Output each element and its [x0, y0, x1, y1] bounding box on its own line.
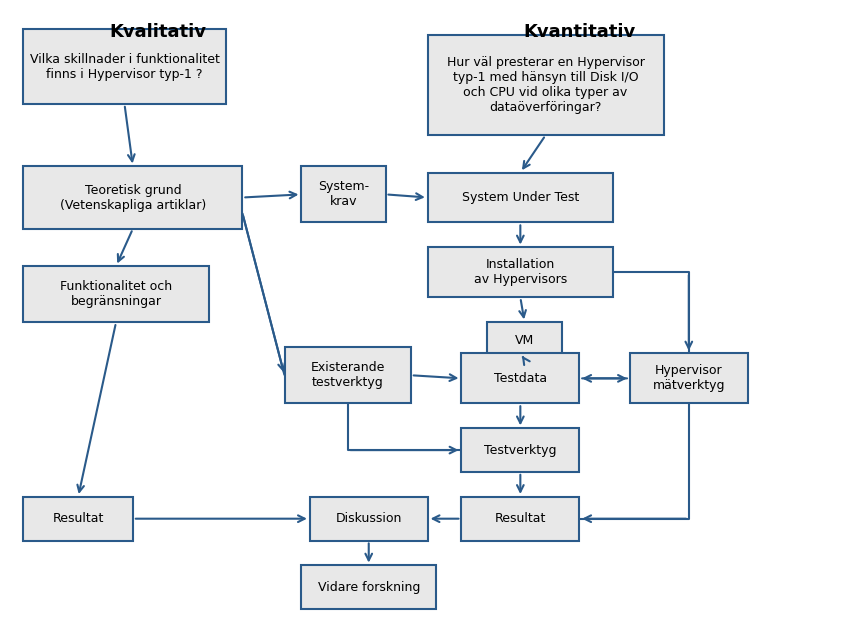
FancyBboxPatch shape: [461, 353, 579, 403]
Text: Existerande
testverktyg: Existerande testverktyg: [310, 362, 384, 389]
FancyBboxPatch shape: [301, 566, 435, 609]
FancyBboxPatch shape: [285, 347, 411, 403]
Text: Hur väl presterar en Hypervisor
typ-1 med hänsyn till Disk I/O
och CPU vid olika: Hur väl presterar en Hypervisor typ-1 me…: [446, 56, 644, 114]
Text: System-
krav: System- krav: [318, 180, 369, 209]
Text: Resultat: Resultat: [53, 512, 104, 525]
Text: Testdata: Testdata: [493, 372, 546, 385]
FancyBboxPatch shape: [23, 266, 209, 322]
Text: Diskussion: Diskussion: [335, 512, 401, 525]
FancyBboxPatch shape: [461, 497, 579, 540]
FancyBboxPatch shape: [23, 29, 225, 104]
Text: Funktionalitet och
begränsningar: Funktionalitet och begränsningar: [60, 280, 172, 308]
Text: Resultat: Resultat: [494, 512, 545, 525]
FancyBboxPatch shape: [427, 35, 663, 135]
Text: Kvantitativ: Kvantitativ: [522, 23, 635, 41]
Text: Installation
av Hypervisors: Installation av Hypervisors: [473, 258, 567, 286]
FancyBboxPatch shape: [629, 353, 747, 403]
FancyBboxPatch shape: [23, 166, 242, 229]
Text: Testverktyg: Testverktyg: [484, 444, 556, 456]
FancyBboxPatch shape: [301, 166, 385, 222]
FancyBboxPatch shape: [427, 247, 613, 297]
FancyBboxPatch shape: [309, 497, 427, 540]
Text: Hypervisor
mätverktyg: Hypervisor mätverktyg: [652, 365, 724, 392]
Text: Kvalitativ: Kvalitativ: [110, 23, 206, 41]
Text: VM: VM: [515, 334, 533, 348]
Text: System Under Test: System Under Test: [461, 191, 579, 204]
Text: Vidare forskning: Vidare forskning: [317, 581, 419, 594]
FancyBboxPatch shape: [427, 173, 613, 222]
Text: Vilka skillnader i funktionalitet
finns i Hypervisor typ-1 ?: Vilka skillnader i funktionalitet finns …: [30, 52, 219, 80]
FancyBboxPatch shape: [461, 428, 579, 472]
Text: Teoretisk grund
(Vetenskapliga artiklar): Teoretisk grund (Vetenskapliga artiklar): [60, 183, 206, 212]
FancyBboxPatch shape: [486, 322, 561, 360]
FancyBboxPatch shape: [23, 497, 133, 540]
